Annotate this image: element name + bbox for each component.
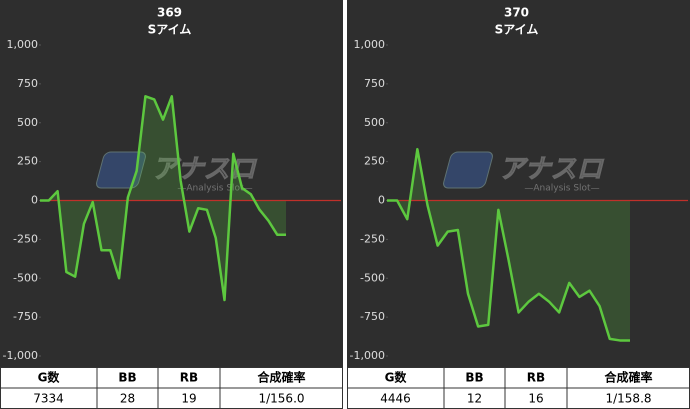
y-tick-label: -750 — [360, 310, 385, 323]
y-tick-label: 750 — [17, 77, 38, 90]
y-tick-label: 250 — [17, 155, 38, 168]
table-header: G数 — [385, 370, 408, 385]
table-cell: 28 — [120, 392, 135, 406]
line — [40, 95, 286, 302]
line — [387, 147, 630, 342]
y-tick-label: -500 — [13, 271, 38, 284]
table-header: RB — [180, 371, 198, 385]
y-tick-label: 250 — [364, 155, 385, 168]
chart-subtitle: Sアイム — [148, 23, 192, 37]
y-tick-label: 500 — [17, 116, 38, 129]
y-tick-label: -750 — [13, 310, 38, 323]
table-header: G数 — [38, 370, 61, 385]
watermark-tagline: —Analysis Slot— — [524, 184, 599, 194]
watermark: アナスロ—Analysis Slot— — [443, 151, 605, 194]
y-tick-label: 500 — [364, 116, 385, 129]
table-header: BB — [465, 371, 483, 385]
chart-subtitle: Sアイム — [495, 23, 539, 37]
table-cell: 16 — [528, 392, 543, 406]
watermark-brand: アナスロ — [152, 155, 257, 185]
chart-title: 369 — [157, 6, 182, 20]
y-tick-label: -500 — [360, 271, 385, 284]
table-header: BB — [118, 371, 136, 385]
table-cell: 1/156.0 — [258, 392, 304, 406]
y-tick-label: 1,000 — [7, 38, 39, 51]
table-cell: 7334 — [33, 392, 64, 406]
watermark-tagline: —Analysis Slot— — [177, 184, 252, 194]
chart-title: 370 — [504, 6, 529, 20]
table-cell: 19 — [181, 392, 196, 406]
table-header: 合成確率 — [257, 370, 305, 385]
y-tick-label: -250 — [360, 232, 385, 245]
table-cell: 12 — [467, 392, 482, 406]
area — [387, 149, 630, 341]
table-cell: 4446 — [380, 392, 411, 406]
y-tick-label: 1,000 — [354, 38, 386, 51]
y-tick-label: 0 — [378, 194, 385, 207]
y-tick-label: 750 — [364, 77, 385, 90]
chart-background — [0, 0, 343, 367]
watermark-icon — [443, 151, 493, 189]
table-header: RB — [527, 371, 545, 385]
table-header: 合成確率 — [604, 370, 652, 385]
y-tick-label: -250 — [13, 232, 38, 245]
table-cell: 1/158.8 — [605, 392, 651, 406]
y-tick-label: -1,000 — [3, 349, 38, 362]
y-tick-label: 0 — [31, 194, 38, 207]
y-tick-label: -1,000 — [350, 349, 385, 362]
watermark-brand: アナスロ — [499, 155, 604, 185]
